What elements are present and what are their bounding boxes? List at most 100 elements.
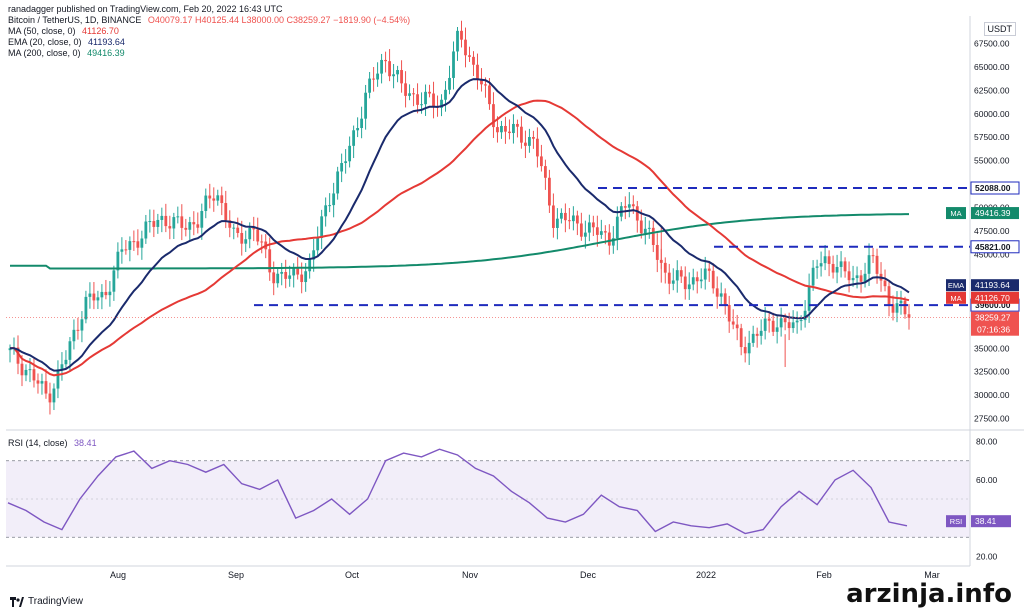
candle-down: [635, 206, 639, 221]
candle-up: [160, 215, 164, 220]
published-line: ranadagger published on TradingView.com,…: [8, 4, 287, 14]
candle-down: [579, 223, 583, 237]
candle-down: [224, 203, 228, 221]
level-label: 52088.00: [975, 183, 1011, 193]
candle-up: [56, 369, 60, 389]
candle-up: [448, 77, 451, 90]
candle-down: [755, 333, 759, 336]
candle-up: [583, 232, 587, 237]
candle-up: [328, 205, 332, 207]
candle-down: [468, 55, 471, 57]
price-label-box: [971, 279, 1019, 292]
candle-up: [799, 320, 803, 322]
candle-up: [340, 163, 344, 172]
level-label: 39600.00: [975, 300, 1011, 310]
candle-up: [176, 216, 180, 218]
candle-up: [40, 381, 44, 384]
price-label-value: 38259.27: [975, 313, 1011, 323]
site-watermark: arzinja.info: [846, 579, 1012, 609]
candle-up: [312, 250, 316, 260]
price-tag-label: EMA: [948, 281, 964, 290]
price-tick-label: 57500.00: [974, 132, 1010, 142]
candle-down: [428, 91, 431, 94]
candle-down: [404, 83, 407, 96]
legend-ma200[interactable]: MA (200, close, 0) 49416.39: [8, 48, 129, 58]
candle-down: [412, 93, 415, 95]
candle-down: [871, 255, 875, 257]
candle-up: [188, 222, 192, 230]
candle-up: [819, 263, 823, 267]
candle-up: [276, 273, 280, 284]
candle-down: [92, 293, 96, 301]
candle-down: [623, 206, 627, 208]
time-tick-label: Aug: [110, 570, 126, 580]
candle-up: [364, 92, 368, 119]
candle-up: [811, 267, 815, 286]
candle-down: [36, 380, 40, 384]
currency-selector[interactable]: USDT: [983, 22, 1016, 36]
candle-down: [727, 305, 731, 322]
candle-down: [268, 249, 272, 273]
candle-up: [815, 266, 819, 268]
candle-up: [344, 161, 348, 164]
candle-down: [164, 215, 168, 227]
candle-up: [747, 342, 751, 354]
candle-down: [184, 227, 188, 230]
candle-up: [763, 318, 767, 331]
candle-down: [743, 347, 747, 354]
candle-up: [559, 212, 563, 219]
candle-up: [216, 195, 220, 201]
candle-down: [228, 220, 232, 228]
candle-up: [456, 30, 459, 52]
candle-down: [240, 232, 244, 244]
candle-down: [284, 271, 288, 279]
candle-up: [851, 278, 855, 281]
candle-down: [208, 195, 212, 199]
candle-up: [88, 293, 92, 297]
candle-up: [304, 271, 308, 283]
candle-down: [831, 263, 835, 273]
legend-ma50[interactable]: MA (50, close, 0) 41126.70: [8, 26, 123, 36]
candle-down: [859, 275, 863, 282]
tradingview-brand: TradingView: [28, 596, 84, 607]
countdown-label: 07:16:36: [977, 325, 1010, 335]
candle-up: [108, 291, 112, 296]
candle-up: [352, 130, 356, 146]
candle-up: [156, 219, 160, 227]
candle-up: [288, 275, 292, 279]
candle-down: [655, 244, 659, 260]
candle-up: [408, 93, 411, 96]
candle-up: [232, 227, 236, 229]
candle-up: [336, 171, 340, 194]
price-label-value: 49416.39: [975, 208, 1011, 218]
candle-up: [24, 369, 28, 376]
candle-down: [400, 70, 403, 84]
price-tick-label: 55000.00: [974, 156, 1010, 166]
candle-up: [120, 249, 124, 252]
level-label: 45821.00: [975, 242, 1011, 252]
candle-down: [875, 255, 879, 274]
candle-up: [248, 228, 252, 240]
candle-down: [544, 166, 547, 178]
candle-up: [356, 128, 360, 131]
price-tag-box: [946, 207, 966, 220]
candle-up: [320, 216, 324, 238]
price-tick-label: 45000.00: [974, 249, 1010, 259]
candle-up: [615, 216, 619, 239]
candle-up: [140, 238, 144, 248]
candle-down: [883, 280, 887, 287]
candle-down: [707, 268, 711, 271]
candle-down: [603, 231, 607, 233]
candle-up: [392, 74, 395, 77]
time-tick-label: Nov: [462, 570, 479, 580]
candle-down: [300, 274, 304, 283]
candle-up: [671, 280, 675, 284]
candle-down: [384, 59, 387, 62]
candle-down: [260, 241, 264, 243]
candle-up: [280, 271, 284, 274]
legend-ema20[interactable]: EMA (20, close, 0) 41193.64: [8, 37, 129, 47]
tradingview-footer[interactable]: TradingView: [10, 596, 83, 607]
rsi-legend[interactable]: RSI (14, close) 38.41: [8, 438, 101, 448]
level-label-box: [970, 181, 1020, 195]
